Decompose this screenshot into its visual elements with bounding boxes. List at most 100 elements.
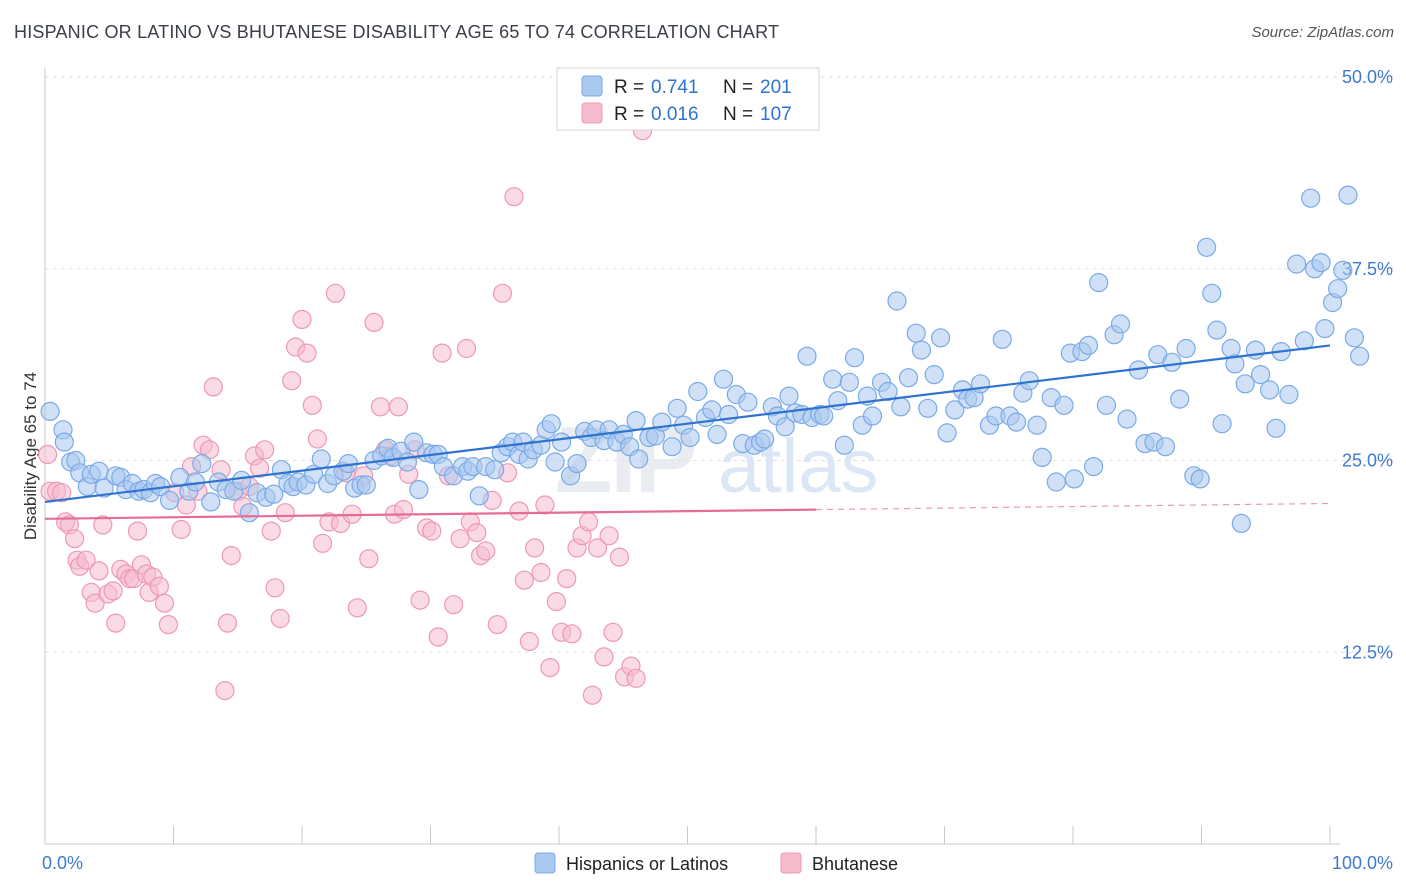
data-point — [1096, 395, 1117, 415]
grid-lines — [45, 76, 1393, 653]
data-point — [1207, 320, 1227, 340]
legend-n-label-2: N = — [723, 104, 753, 125]
legend-r-label-2: R = — [614, 104, 644, 125]
data-point — [154, 593, 175, 613]
data-point — [1089, 273, 1109, 293]
data-point — [551, 432, 572, 452]
data-point — [594, 647, 614, 667]
x-tick-label-max: 100.0% — [1332, 853, 1393, 873]
data-point — [540, 657, 560, 678]
data-point — [707, 424, 727, 444]
data-point — [1032, 447, 1052, 467]
data-point — [158, 614, 178, 635]
legend-swatch-bhutanese — [780, 852, 802, 874]
data-point — [992, 329, 1012, 349]
data-point — [823, 369, 843, 389]
data-point — [937, 423, 957, 443]
data-point — [509, 501, 529, 521]
data-point — [862, 406, 883, 426]
data-point — [918, 398, 938, 418]
data-point — [422, 521, 442, 541]
trend-line-bhutanese — [44, 508, 817, 520]
y-tick-labels: 12.5% 25.0% 37.5% 50.0% — [1342, 67, 1393, 662]
data-point — [282, 371, 302, 391]
data-point — [609, 547, 630, 567]
data-point — [718, 404, 739, 425]
data-point — [970, 374, 991, 394]
data-point — [567, 454, 587, 474]
data-point — [469, 486, 489, 506]
legend-r-label-1: R = — [614, 77, 644, 98]
trend-line-bhutanese-extension — [815, 502, 1331, 511]
data-point — [839, 372, 860, 392]
data-point — [1155, 437, 1176, 457]
legend-label-hispanics: Hispanics or Latinos — [566, 854, 728, 874]
data-point — [1338, 185, 1358, 205]
data-point — [738, 392, 758, 412]
data-point — [297, 343, 317, 363]
data-point — [1162, 352, 1182, 372]
data-point — [255, 440, 275, 460]
data-point — [844, 348, 865, 368]
legend-n-value-1: 201 — [760, 77, 792, 98]
correlation-legend: R = 0.741 N = 201 R = 0.016 N = 107 — [556, 67, 820, 131]
data-point — [629, 449, 649, 469]
data-point — [364, 312, 384, 332]
x-tick-marks — [44, 826, 1331, 844]
data-point — [1301, 188, 1321, 208]
data-point — [1078, 335, 1099, 355]
data-point — [1266, 418, 1286, 438]
data-point — [1117, 409, 1137, 429]
data-point — [487, 614, 507, 635]
data-point — [1311, 253, 1331, 273]
data-point — [531, 562, 551, 583]
data-point — [1333, 260, 1353, 280]
data-point — [754, 429, 775, 449]
data-point — [456, 338, 477, 359]
chart-title: HISPANIC OR LATINO VS BHUTANESE DISABILI… — [14, 22, 780, 42]
data-point — [192, 454, 212, 474]
y-tick-label: 25.0% — [1342, 451, 1393, 471]
data-point — [359, 549, 379, 569]
data-point — [275, 503, 295, 523]
data-point — [292, 309, 312, 329]
data-point — [626, 411, 646, 431]
data-point — [535, 495, 555, 515]
data-point — [1250, 365, 1271, 385]
data-point — [1294, 331, 1314, 351]
y-tick-label: 50.0% — [1342, 67, 1393, 87]
data-point — [891, 397, 911, 417]
data-point — [356, 475, 376, 495]
data-point — [1286, 254, 1307, 274]
source-credit: Source: ZipAtlas.com — [1251, 24, 1394, 41]
data-point — [1110, 314, 1131, 334]
data-point — [393, 500, 414, 520]
data-point — [1225, 354, 1245, 374]
data-point — [54, 432, 74, 452]
data-point — [307, 429, 327, 449]
data-point — [89, 561, 109, 581]
data-point — [930, 328, 951, 348]
data-point — [1245, 340, 1266, 360]
data-point — [1235, 374, 1255, 394]
data-point — [1231, 513, 1251, 534]
data-point — [1027, 415, 1047, 435]
data-point — [270, 608, 290, 629]
data-point — [171, 519, 191, 540]
data-point — [524, 538, 545, 558]
data-point — [127, 521, 148, 541]
data-point — [89, 461, 109, 481]
data-point — [492, 283, 513, 303]
data-point — [265, 578, 285, 598]
data-point — [404, 432, 424, 452]
legend-label-bhutanese: Bhutanese — [812, 854, 898, 874]
data-point — [1054, 395, 1074, 415]
data-point — [878, 381, 898, 402]
data-point — [432, 343, 452, 363]
data-point — [775, 417, 795, 437]
legend-n-value-2: 107 — [760, 104, 792, 125]
data-point — [232, 470, 252, 490]
data-point — [1170, 389, 1190, 409]
data-point — [313, 533, 333, 553]
trend-lines — [44, 344, 1331, 520]
